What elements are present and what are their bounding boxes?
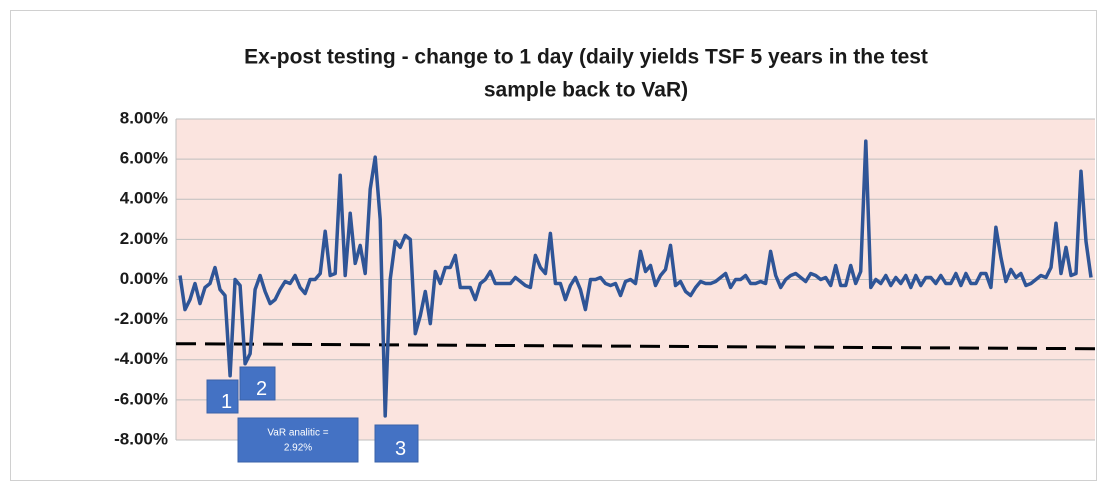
y-tick-label: -2.00% <box>114 309 168 328</box>
y-tick-label: 2.00% <box>120 229 168 248</box>
chart-title: Ex-post testing - change to 1 day (daily… <box>244 46 928 69</box>
y-tick-label: -8.00% <box>114 429 168 448</box>
y-tick-label: 4.00% <box>120 189 168 208</box>
chart-title: sample back to VaR) <box>484 79 688 102</box>
annotation-text: VaR analitic = <box>267 428 328 439</box>
annotation-box <box>239 366 276 401</box>
y-tick-label: 6.00% <box>120 149 168 168</box>
annotation-text: 2 <box>256 378 267 400</box>
annotation-box <box>237 417 359 463</box>
y-tick-label: -4.00% <box>114 349 168 368</box>
y-tick-label: 8.00% <box>120 108 168 127</box>
y-tick-label: -6.00% <box>114 389 168 408</box>
y-tick-label: 0.00% <box>120 269 168 288</box>
annotation-text: 2.92% <box>284 443 312 454</box>
annotation-text: 3 <box>395 438 406 460</box>
annotation-box <box>374 424 419 463</box>
annotation-box <box>206 379 239 414</box>
data-line <box>178 139 1093 418</box>
var-line <box>175 342 1096 351</box>
annotation-text: 1 <box>221 391 232 413</box>
